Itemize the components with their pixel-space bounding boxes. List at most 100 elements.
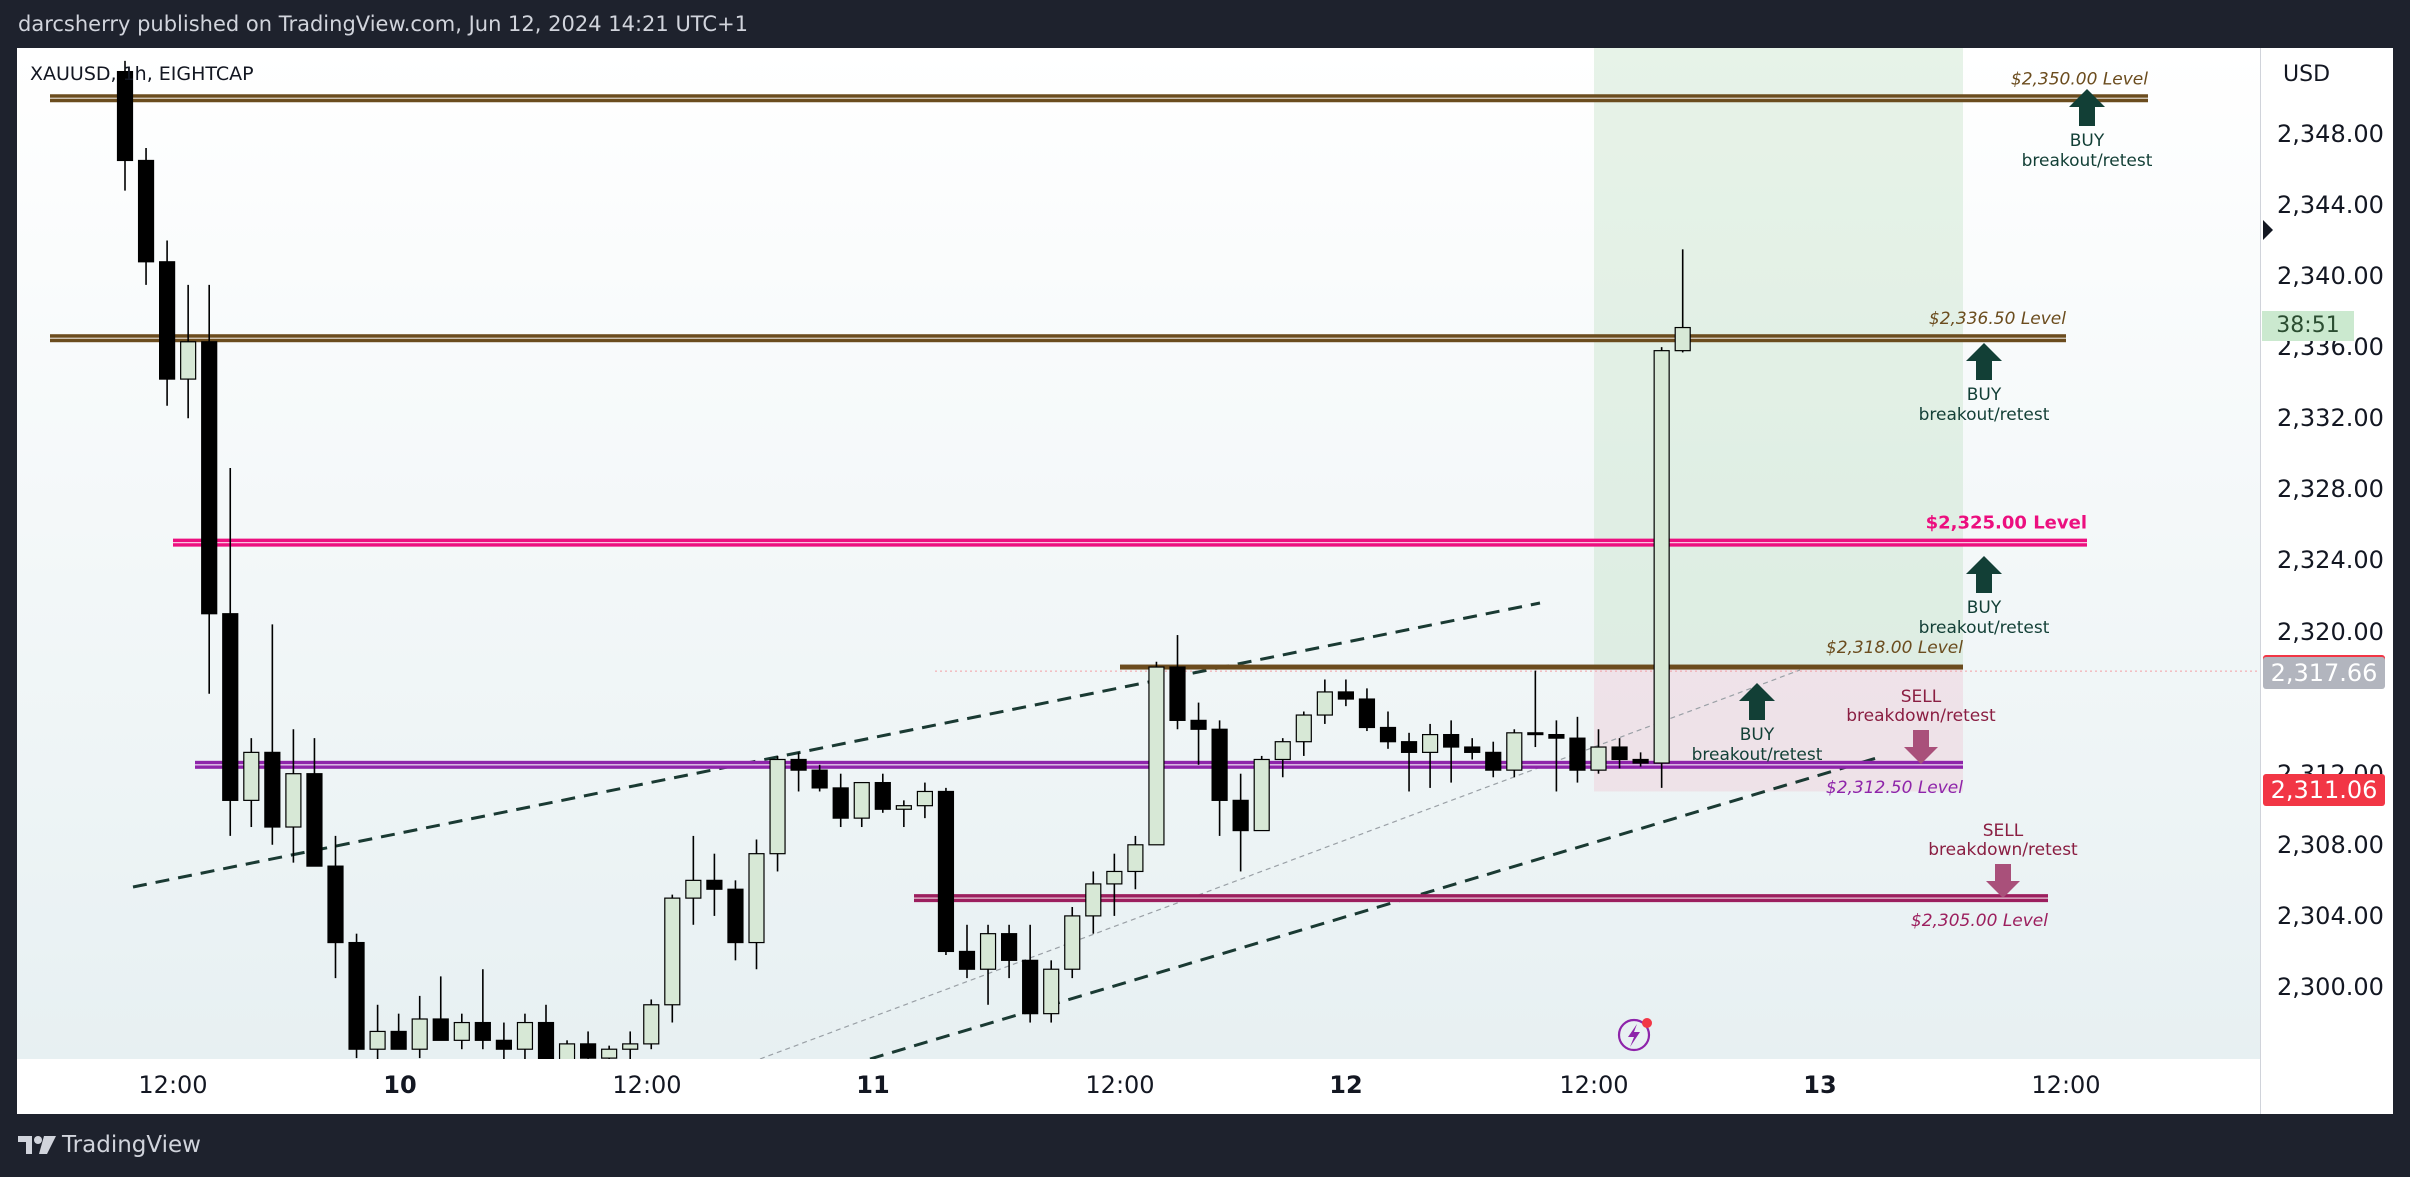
candle-body (1169, 666, 1186, 721)
candle-33 (790, 752, 807, 792)
candle-52 (1190, 702, 1207, 765)
candle-body (979, 933, 997, 970)
candle-body (1632, 758, 1649, 764)
level-line-3 (173, 538, 2087, 547)
y-tick-label: 2,340.00 (2277, 262, 2384, 290)
y-tick-label: 2,308.00 (2277, 830, 2384, 859)
candle-18 (474, 969, 491, 1050)
candle-8 (264, 624, 281, 845)
sell-signal-title: SELL (1901, 687, 1942, 707)
right-edge-strip (2393, 48, 2410, 1114)
candle-57 (1295, 711, 1312, 756)
candle-22 (558, 1040, 576, 1059)
candle-body (1590, 746, 1607, 771)
candle-66 (1485, 741, 1502, 778)
candle-body (285, 773, 302, 828)
candle-60 (1358, 688, 1376, 732)
candle-26 (643, 999, 660, 1050)
loss-zone (1594, 667, 1963, 792)
candle-body (1337, 691, 1355, 700)
candle-body (327, 865, 344, 944)
candle-body (1400, 741, 1418, 753)
candle-40 (937, 787, 955, 956)
candle-body (1548, 733, 1565, 739)
y-tick-label: 2,304.00 (2277, 901, 2384, 930)
buy-signal-title: BUY (1967, 598, 2002, 618)
candle-body (558, 1043, 576, 1059)
candle-body (1106, 870, 1123, 885)
buy-signal-subtitle: breakout/retest (1919, 405, 2050, 425)
candle-body (1569, 737, 1586, 771)
price-chart[interactable]: $2,350.00 Level $2,336.50 Level $2,325.00 … (17, 48, 2260, 1059)
candle-20 (516, 1013, 534, 1059)
candle-70 (1569, 716, 1586, 783)
candle-39 (916, 782, 934, 819)
candle-55 (1253, 755, 1270, 832)
candle-38 (895, 800, 912, 828)
candle-29 (706, 853, 723, 916)
candle-body (1064, 915, 1081, 970)
candle-body (348, 941, 365, 1050)
candle-body (369, 1030, 386, 1050)
tradingview-logo[interactable]: TradingView (18, 1132, 201, 1158)
candle-17 (453, 1013, 470, 1050)
candle-7 (243, 738, 260, 828)
candle-69 (1548, 720, 1565, 792)
candle-28 (685, 835, 702, 925)
candle-32 (769, 755, 786, 872)
candle-body (748, 853, 765, 944)
footer: TradingView (0, 1114, 2410, 1177)
candle-body (1253, 758, 1270, 832)
sell-signal-subtitle: breakdown/retest (1846, 706, 1996, 726)
x-tick-label: 12:00 (138, 1071, 208, 1099)
candle-body (1148, 666, 1165, 846)
candle-body (1000, 933, 1018, 961)
buy-signal-title: BUY (2070, 131, 2105, 151)
symbol-label[interactable]: XAUUSD, 1h, EIGHTCAP (30, 63, 254, 85)
level-line-2 (50, 334, 2066, 343)
candle-body (1316, 691, 1333, 716)
candle-body (895, 805, 912, 810)
candle-54 (1232, 773, 1249, 872)
candle-body (727, 888, 744, 944)
candle-50 (1148, 661, 1165, 846)
candle-71 (1590, 729, 1607, 774)
candle-62 (1400, 732, 1418, 792)
candle-body (790, 758, 807, 771)
level-band (1120, 664, 1963, 670)
candle-49 (1127, 835, 1144, 890)
candle-59 (1337, 679, 1355, 707)
tradingview-logo-icon (18, 1136, 56, 1154)
currency-label[interactable]: USD (2283, 62, 2331, 87)
level-label-1: $2,350.00 Level (2011, 69, 2148, 89)
candle-65 (1464, 738, 1481, 760)
candle-body (1022, 959, 1039, 1015)
axis-marker-icon (2263, 220, 2273, 240)
candle-61 (1379, 711, 1397, 749)
candle-body (1674, 326, 1691, 352)
publish-header: darcsherry published on TradingView.com,… (0, 0, 2410, 48)
candle-44 (1022, 924, 1039, 1023)
candle-body (769, 758, 786, 855)
buy-signal-subtitle: breakout/retest (1919, 618, 2050, 638)
candle-body (243, 751, 260, 801)
y-tick-label: 2,324.00 (2277, 546, 2384, 575)
price-badge-3: 2,311.06 (2263, 774, 2385, 807)
time-axis[interactable]: 12:00 10 12:00 11 12:00 12 12:00 13 12:00 (17, 1059, 2260, 1114)
candle-30 (727, 880, 744, 961)
candle-body (1085, 883, 1102, 917)
buy-arrow-icon (2069, 89, 2105, 126)
candle-10 (306, 738, 323, 867)
candle-63 (1421, 723, 1439, 788)
candle-body (1421, 733, 1439, 753)
price-axis[interactable]: USD 2,348.00 2,344.00 2,340.00 2,336.00 2,33… (2260, 48, 2393, 1114)
candle-43 (1000, 924, 1018, 979)
y-tick-label: 2,348.00 (2277, 119, 2384, 148)
candle-68 (1527, 670, 1544, 748)
candle-body (1485, 751, 1502, 771)
candle-body (1379, 726, 1397, 743)
candle-5 (201, 284, 218, 694)
